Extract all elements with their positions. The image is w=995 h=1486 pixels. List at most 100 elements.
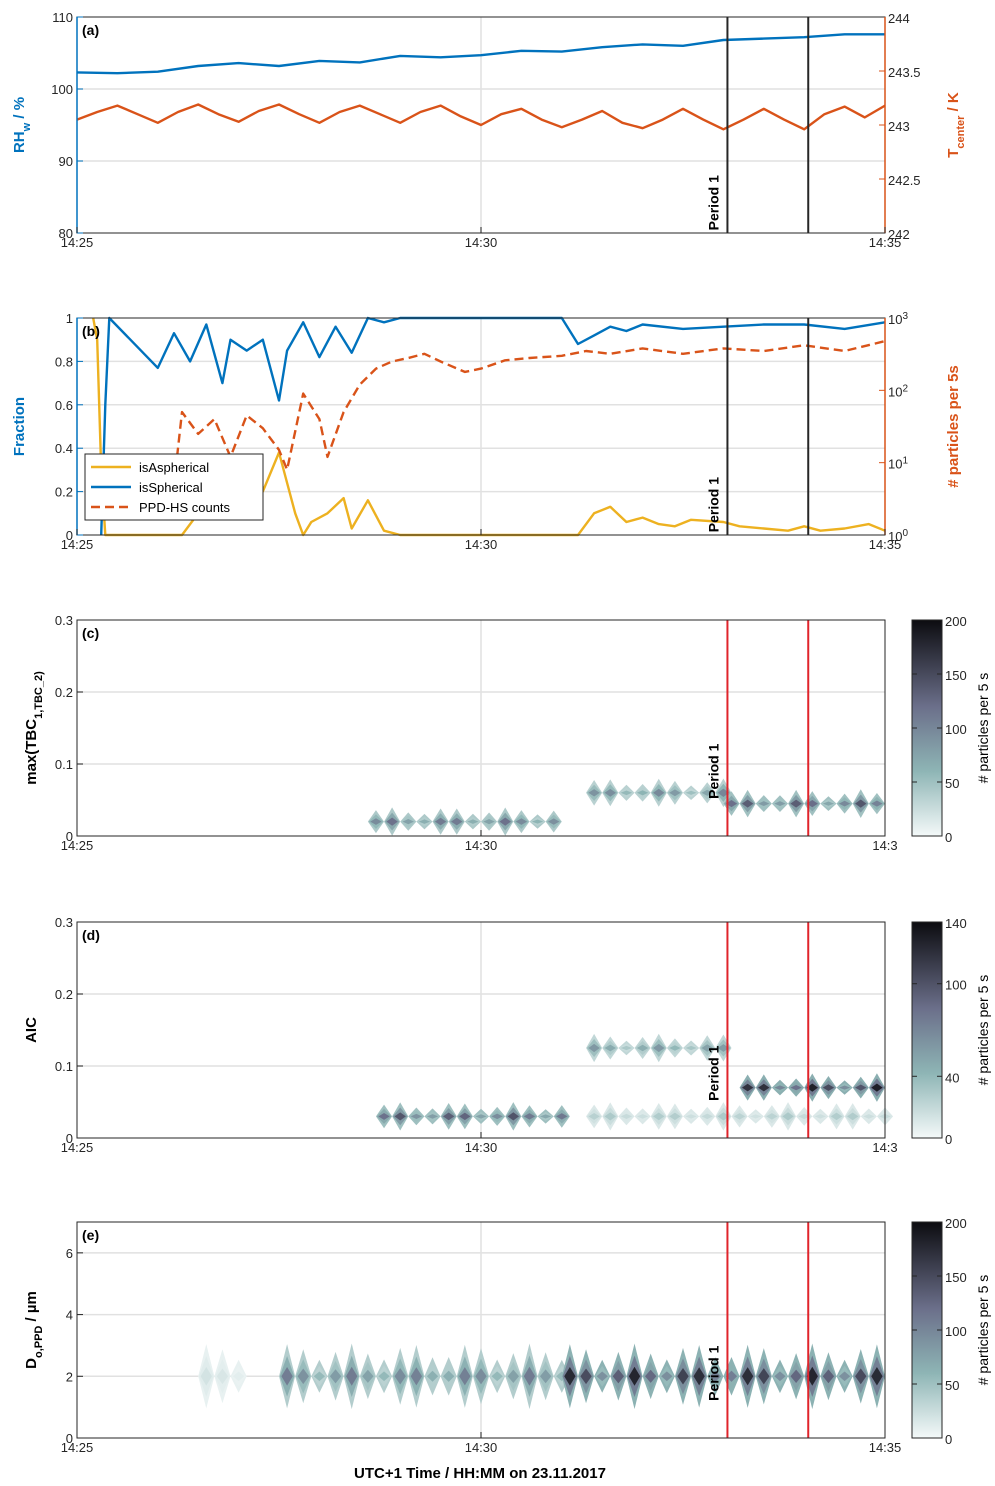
contour-cell [822, 1369, 835, 1384]
y-tick-label: 1 [66, 311, 73, 326]
contour-cell [806, 1083, 818, 1092]
contour-cell [434, 817, 447, 826]
contour-cell [426, 1114, 439, 1119]
period-label: Period 1 [705, 477, 721, 532]
contour-cell [790, 1369, 802, 1383]
contour-cell [620, 790, 633, 796]
contour-cell [636, 1044, 649, 1052]
x-tick-label: 14:25 [61, 1440, 94, 1455]
contour-cell [750, 1114, 762, 1119]
contour-cell [362, 1369, 374, 1383]
contour-cell [685, 1045, 697, 1051]
colorbar-label: # particles per 5 s [975, 673, 991, 784]
contour-cell [871, 800, 883, 807]
y2-tick-label: 244 [888, 11, 910, 26]
x-tick-label: 14:30 [465, 537, 498, 552]
y-tick-label: 0.2 [55, 685, 73, 700]
contour-cell [758, 1083, 770, 1092]
contour-cell [515, 818, 528, 825]
contour-cell [523, 1113, 536, 1120]
contour-cell [709, 1370, 721, 1382]
y-tick-label: 0.4 [55, 441, 73, 456]
contour-cell [531, 819, 544, 824]
contour-cell [822, 1084, 835, 1091]
contour-cell [693, 1367, 705, 1386]
contour-cell [475, 1368, 487, 1385]
y2-tick-label: 102 [888, 383, 908, 400]
colorbar-tick-label: 0 [945, 1432, 952, 1447]
colorbar-tick-label: 100 [945, 978, 967, 993]
contour-cell [669, 1112, 681, 1121]
contour-cell [725, 1370, 738, 1382]
y-tick-label: 0.3 [55, 915, 73, 930]
period-label: Period 1 [705, 1345, 721, 1400]
contour-cell [806, 800, 818, 808]
contour-cell [847, 1112, 859, 1121]
period-label: Period 1 [705, 175, 721, 230]
panel-label: (a) [82, 22, 99, 38]
y-tick-label: 100 [51, 82, 73, 97]
y-axis-label: Do,PPD / µm [23, 1291, 45, 1369]
y-tick-label: 0.1 [55, 757, 73, 772]
colorbar-label: # particles per 5 s [975, 1275, 991, 1386]
y-tick-label: 0 [66, 1431, 73, 1446]
y2-tick-label: 100 [888, 528, 908, 545]
y-tick-label: 0.2 [55, 987, 73, 1002]
contour-cell [717, 1112, 730, 1121]
contour-cell [758, 1368, 770, 1385]
series-line-1 [76, 103, 886, 131]
contour-cell [774, 1371, 786, 1382]
panel-a: 242 242.5 243 243.5 244 Tcenter / K Period 1 80… [11, 10, 967, 250]
colorbar-tick-label: 100 [945, 722, 967, 737]
colorbar-tick-label: 200 [945, 614, 967, 629]
contour-cell [790, 1084, 802, 1091]
y2-tick-label: 243.5 [888, 65, 921, 80]
colorbar-tick-label: 100 [945, 1324, 967, 1339]
y2-tick-label: 242 [888, 227, 910, 242]
contour-cell [661, 1371, 673, 1382]
contour-cell [717, 1044, 730, 1052]
contour-cell [459, 1112, 471, 1121]
contour-cell [507, 1369, 519, 1383]
contour-cell [871, 1083, 883, 1092]
y2-axis-label: # particles per 5s [945, 365, 962, 488]
y-tick-label: 2 [66, 1369, 73, 1384]
contour-cell [539, 1114, 552, 1119]
y-tick-label: 0.6 [55, 398, 73, 413]
contour-cell [741, 799, 754, 808]
contour-cell [636, 1114, 649, 1119]
contour-cell [758, 801, 770, 807]
contour-cell [580, 1368, 592, 1385]
contour-cell [418, 819, 431, 824]
contour-cell [475, 1114, 487, 1119]
contour-cell [871, 1367, 883, 1386]
x-tick-label: 14:3 [872, 838, 897, 853]
panel-d: 0 40 100 140 # particles per 5 s Period 1 0 0.1… [23, 915, 991, 1155]
y-tick-label: 0 [66, 528, 73, 543]
panel-b: 100 101 102 103 # particles per 5s isAspheric… [11, 311, 962, 553]
x-tick-label: 14:25 [61, 838, 94, 853]
contour-cell [855, 799, 867, 808]
colorbar-tick-label: 0 [945, 1132, 952, 1147]
contour-cell [410, 1113, 423, 1119]
colorbar-tick-label: 50 [945, 1378, 959, 1393]
contour-cell [394, 1112, 406, 1121]
contour-cell [653, 1112, 665, 1121]
contour-cell [467, 819, 479, 824]
contour-cell [394, 1368, 406, 1385]
contour-cell [620, 1113, 633, 1119]
x-tick-label: 14:30 [465, 235, 498, 250]
y2-axis-label: Tcenter / K [945, 92, 967, 158]
contour-cell [426, 1370, 439, 1382]
contour-cell [645, 1369, 657, 1383]
contour-cell [863, 1114, 875, 1119]
contour-cell [806, 1366, 818, 1386]
contour-cell [200, 1366, 212, 1386]
y-tick-label: 4 [66, 1308, 73, 1323]
contour-cell [539, 1369, 552, 1384]
contour-cell [701, 1113, 713, 1120]
contour-cell [370, 818, 382, 825]
colorbar-tick-label: 0 [945, 830, 952, 845]
colorbar-tick-label: 200 [945, 1216, 967, 1231]
